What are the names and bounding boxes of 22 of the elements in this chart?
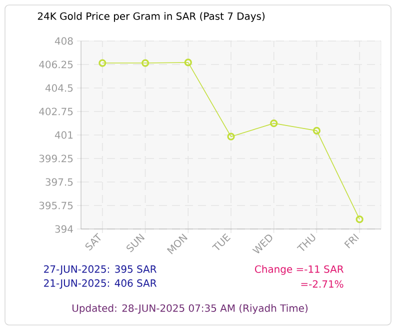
x-tick-label: FRI (344, 234, 359, 248)
point (227, 132, 235, 140)
text: =-2.71% (301, 280, 344, 288)
text: 21-JUN-2025: 406 SAR (44, 279, 156, 289)
text: 27-JUN-2025: 395 SAR (44, 265, 156, 275)
text: Updated: 28-JUN-2025 07:35 AM (Riyadh Time) (72, 304, 308, 314)
x-tick-label: TUE (212, 233, 231, 250)
y-tick-label: 394 (55, 225, 73, 233)
y-tick-label: 397.5 (46, 178, 73, 186)
point (312, 126, 321, 135)
y-tick-label: 401 (54, 131, 73, 139)
y-tick-label: 395.75 (39, 202, 73, 210)
text: Change =-11 SAR (255, 265, 344, 275)
point (141, 59, 150, 67)
y-tick-label: 402.75 (39, 108, 73, 116)
point (270, 120, 278, 128)
point (184, 58, 192, 66)
y-tick-label: 404.5 (45, 84, 73, 92)
y-tick-label: 408 (54, 37, 73, 45)
y-tick-label: 399.25 (39, 154, 73, 162)
y-tick-label: 406.25 (39, 60, 73, 68)
chart-title: 24K Gold Price per Gram in SAR (Past 7 Days) (38, 12, 265, 22)
